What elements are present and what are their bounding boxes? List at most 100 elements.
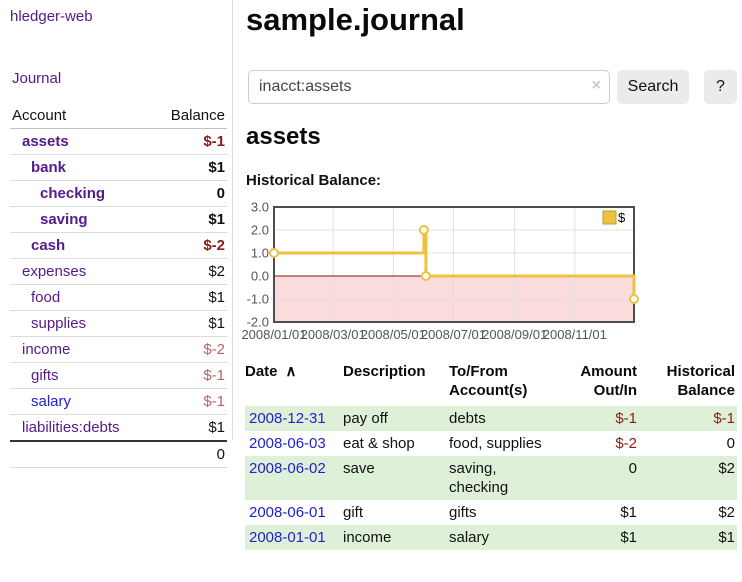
- amount-cell: 0: [628, 460, 637, 477]
- account-name-cell: income: [10, 336, 153, 363]
- transaction-date-link[interactable]: 2008-06-03: [249, 435, 326, 452]
- account-name-cell: expenses: [10, 258, 153, 285]
- register-header-row: Date ∧ Description To/From Account(s) Amount…: [245, 362, 737, 406]
- account-link[interactable]: supplies: [31, 315, 87, 332]
- transaction-row[interactable]: 2008-06-03 eat & shop food, supplies $-2 0: [245, 431, 737, 456]
- account-row: liabilities:debts $1: [10, 414, 227, 441]
- account-link[interactable]: checking: [40, 185, 106, 202]
- account-name-cell: saving: [10, 206, 153, 233]
- account-row: checking 0: [10, 180, 227, 207]
- date-cell: 2008-06-01: [245, 500, 343, 525]
- x-axis-label: 2008/09/01: [482, 327, 547, 342]
- register-table: Date ∧ Description To/From Account(s) Amount…: [245, 362, 737, 550]
- transaction-date-link[interactable]: 2008-06-01: [249, 504, 326, 521]
- transaction-row[interactable]: 2008-01-01 income salary $1 $1: [245, 525, 737, 550]
- transaction-row[interactable]: 2008-06-02 save saving, checking 0 $2: [245, 456, 737, 500]
- account-name-cell: assets: [10, 129, 153, 155]
- description-cell: income: [343, 529, 392, 546]
- help-button[interactable]: ?: [704, 70, 737, 104]
- accounts-total-row: 0: [10, 440, 227, 468]
- account-row: gifts $-1: [10, 362, 227, 389]
- account-balance: $-1: [203, 133, 225, 150]
- account-balance: $1: [152, 310, 227, 337]
- account-link[interactable]: bank: [31, 159, 67, 176]
- accounts-cell: saving, checking: [449, 460, 509, 496]
- description-cell: pay off: [343, 410, 388, 427]
- balance-cell: $2: [718, 460, 735, 477]
- x-axis-label: 2008/01/01: [241, 327, 306, 342]
- account-link[interactable]: liabilities:debts: [22, 419, 120, 436]
- account-row: income $-2: [10, 336, 227, 363]
- page-title: sample.journal: [246, 2, 465, 37]
- account-link[interactable]: gifts: [31, 367, 59, 384]
- account-row: supplies $1: [10, 310, 227, 337]
- transaction-row[interactable]: 2008-06-01 gift gifts $1 $2: [245, 500, 737, 525]
- chart-title: Historical Balance:: [246, 172, 382, 189]
- sidebar: hledger-web Journal Account Balance asse…: [0, 0, 233, 468]
- balance-cell: 0: [726, 435, 735, 452]
- account-link[interactable]: assets: [22, 133, 69, 150]
- transaction-row[interactable]: 2008-12-31 pay off debts $-1 $-1: [245, 406, 737, 431]
- clear-search-icon[interactable]: ×: [591, 77, 601, 94]
- account-row: expenses $2: [10, 258, 227, 285]
- y-axis-label: 0.0: [251, 269, 269, 284]
- accounts-cell: gifts: [449, 504, 477, 521]
- accounts-cell: food, supplies: [449, 435, 542, 452]
- account-balance: $1: [152, 206, 227, 233]
- account-row: cash $-2: [10, 232, 227, 259]
- y-axis-label: 3.0: [251, 200, 269, 215]
- account-link[interactable]: expenses: [22, 263, 87, 280]
- data-point[interactable]: [420, 271, 431, 281]
- account-name-cell: cash: [10, 232, 153, 259]
- search-input[interactable]: [248, 70, 610, 104]
- transaction-date-link[interactable]: 2008-06-02: [249, 460, 326, 477]
- y-axis-label: 2.0: [251, 223, 269, 238]
- app-title-link[interactable]: hledger-web: [10, 8, 93, 25]
- account-balance: $-1: [152, 388, 227, 415]
- account-heading: assets: [246, 123, 321, 150]
- transaction-date-link[interactable]: 2008-12-31: [249, 410, 326, 427]
- balance-cell: $-1: [713, 410, 735, 427]
- account-link[interactable]: saving: [40, 211, 88, 228]
- accounts-table: Account Balance assets $-1 bank $1 checking 0…: [10, 103, 227, 468]
- account-row: bank $1: [10, 154, 227, 181]
- account-balance: $2: [152, 258, 227, 285]
- register-col-header: Amount Out/In: [580, 363, 637, 399]
- account-name-cell: supplies: [10, 310, 153, 337]
- account-row: saving $1: [10, 206, 227, 233]
- account-link[interactable]: food: [31, 289, 61, 306]
- register-col-header: Description: [343, 363, 426, 380]
- x-axis-label: 2008/11/01: [543, 327, 607, 342]
- balance-cell: $1: [718, 529, 735, 546]
- date-cell: 2008-12-31: [245, 406, 343, 431]
- balance-cell: $2: [718, 504, 735, 521]
- data-point[interactable]: [629, 294, 639, 304]
- accounts-total-label: [10, 440, 153, 468]
- transaction-date-link[interactable]: 2008-01-01: [249, 529, 326, 546]
- description-cell: gift: [343, 504, 364, 521]
- accounts-cell: debts: [449, 410, 486, 427]
- data-point[interactable]: [269, 248, 279, 258]
- account-balance: $1: [152, 284, 227, 311]
- x-axis-label: 2008/03/01: [301, 327, 366, 342]
- register-col-header[interactable]: Date ∧: [245, 363, 297, 380]
- historical-balance-chart[interactable]: $3.0 2.0 1.0 0.0 -1.0 -2.02008/01/012008/03/0…: [240, 199, 742, 349]
- register-col-header: To/From Account(s): [449, 363, 528, 399]
- account-balance: $-1: [152, 362, 227, 389]
- account-row: food $1: [10, 284, 227, 311]
- account-link[interactable]: cash: [31, 237, 66, 254]
- sort-ascending-icon[interactable]: ∧: [285, 363, 297, 380]
- journal-nav-link[interactable]: Journal: [12, 70, 62, 87]
- search-form: × Search ?: [248, 70, 737, 104]
- description-cell: eat & shop: [343, 435, 415, 452]
- accounts-cell: salary: [449, 529, 490, 546]
- account-balance: $-2: [152, 336, 227, 363]
- accounts-header-balance: Balance: [152, 103, 227, 129]
- account-link[interactable]: income: [22, 341, 71, 358]
- search-input-wrap: ×: [248, 70, 610, 104]
- account-link[interactable]: salary: [31, 393, 72, 410]
- search-button[interactable]: Search: [617, 70, 689, 104]
- y-axis-label: -1.0: [247, 292, 269, 307]
- data-point[interactable]: [418, 225, 429, 235]
- account-balance: $-2: [152, 232, 227, 259]
